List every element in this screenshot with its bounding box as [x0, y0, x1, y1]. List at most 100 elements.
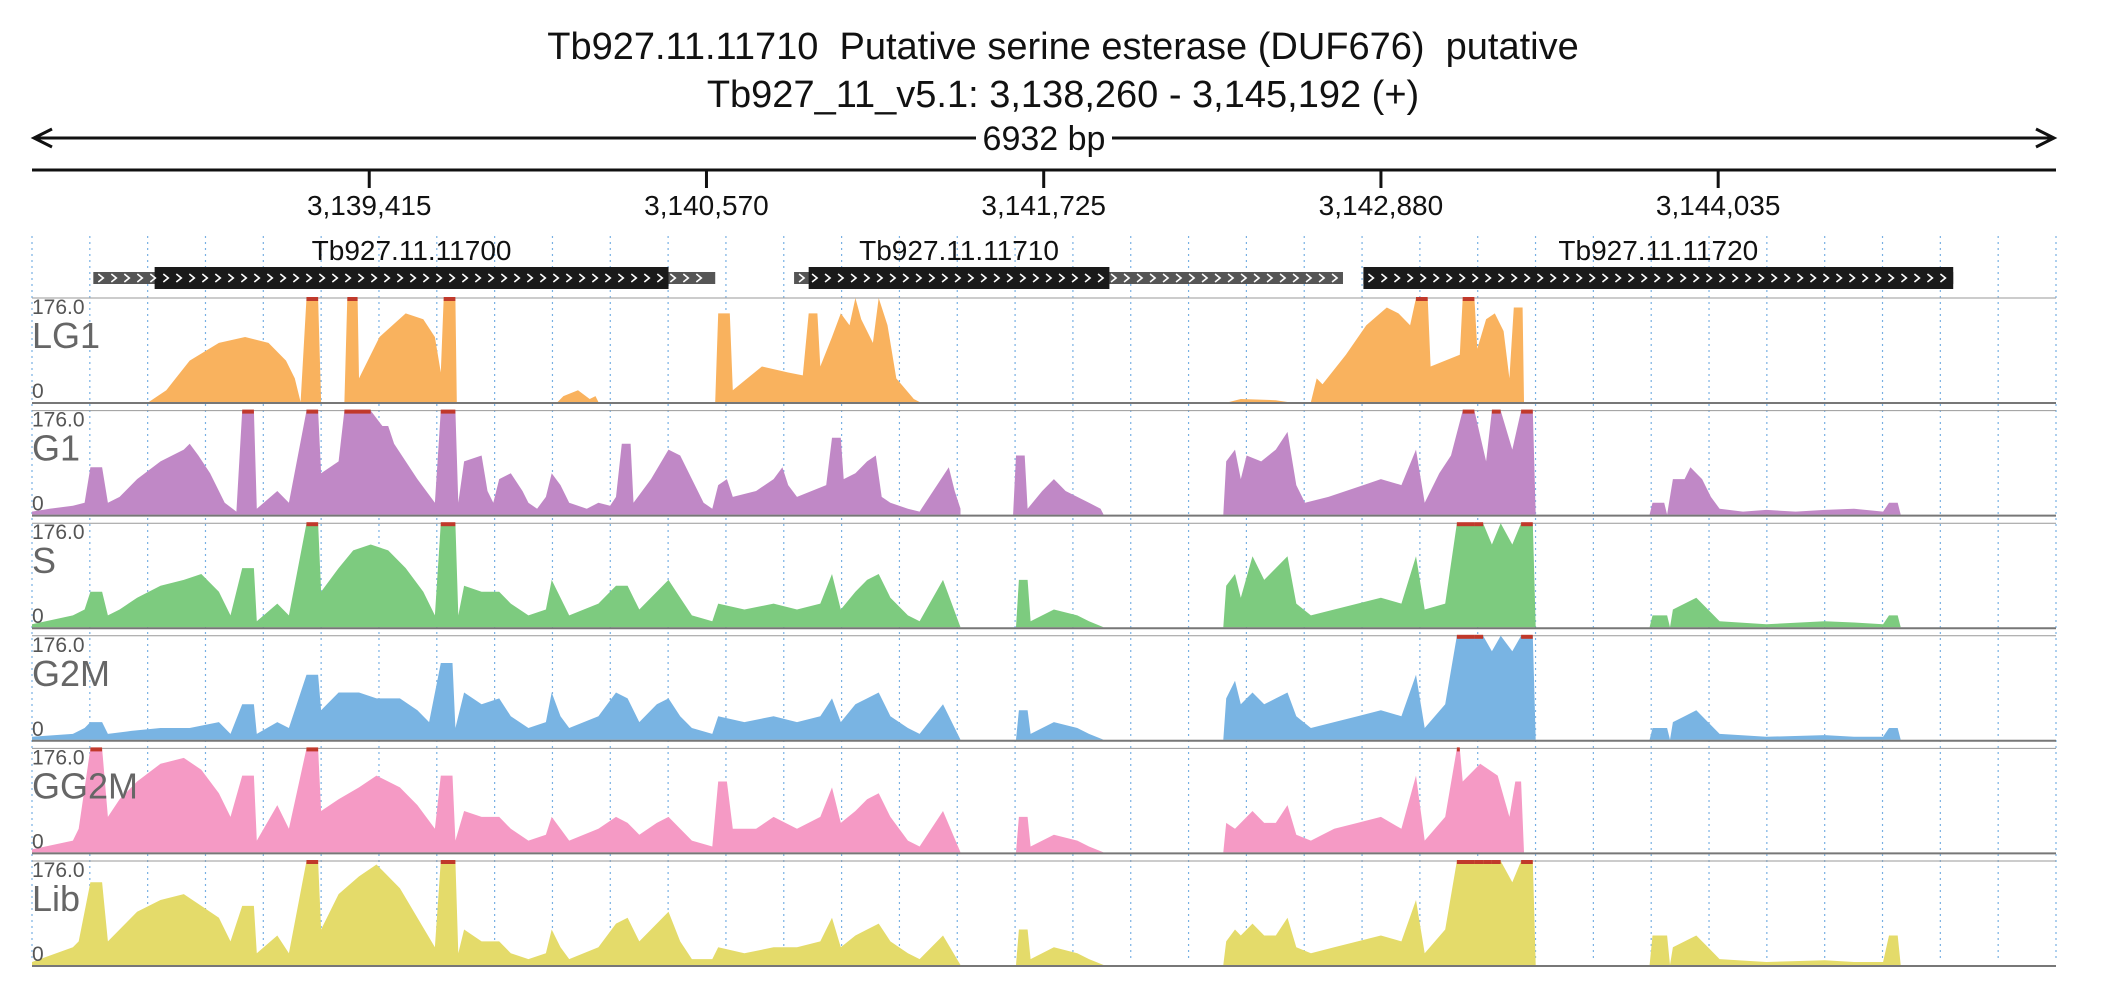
- strand-chevron: [123, 273, 131, 283]
- strand-chevron: [1575, 273, 1583, 283]
- strand-chevron: [1110, 273, 1118, 283]
- strand-chevron: [1279, 273, 1287, 283]
- coverage-area-g1: [32, 410, 2056, 515]
- strand-chevron: [837, 273, 845, 283]
- strand-chevron: [110, 273, 118, 283]
- strand-chevron: [1406, 273, 1414, 283]
- strand-chevron: [1562, 273, 1570, 283]
- track-name-g2m: G2M: [32, 653, 110, 694]
- clip-marker: [1521, 860, 1533, 864]
- strand-chevron: [1900, 273, 1908, 283]
- strand-chevron: [1861, 273, 1869, 283]
- strand-chevron: [214, 273, 222, 283]
- clip-marker: [344, 409, 371, 414]
- clip-marker: [1456, 860, 1475, 864]
- strand-chevron: [422, 273, 430, 283]
- gene-label: Tb927.11.11720: [1558, 235, 1758, 266]
- strand-chevron: [370, 273, 378, 283]
- strand-chevron: [1588, 273, 1596, 283]
- strand-chevron: [344, 273, 352, 283]
- x-tick-label: 3,144,035: [1656, 190, 1781, 221]
- clip-marker: [1415, 297, 1428, 301]
- span-label-bg: [976, 118, 1112, 158]
- strand-chevron: [824, 273, 832, 283]
- strand-chevron: [474, 273, 482, 283]
- strand-chevron: [1227, 273, 1235, 283]
- strand-chevron: [967, 273, 975, 283]
- strand-chevron: [487, 273, 495, 283]
- track-max-label: 176.0: [32, 746, 85, 769]
- strand-chevron: [656, 273, 664, 283]
- clip-marker: [242, 409, 254, 414]
- clip-marker: [1456, 634, 1475, 639]
- chart-subtitle: Tb927_11_v5.1: 3,138,260 - 3,145,192 (+): [706, 74, 1420, 116]
- strand-chevron: [1679, 273, 1687, 283]
- strand-chevron: [1705, 273, 1713, 283]
- strand-chevron: [1266, 273, 1274, 283]
- strand-chevron: [240, 273, 248, 283]
- clip-marker: [1456, 522, 1475, 527]
- track-max-label: 176.0: [32, 634, 85, 657]
- strand-chevron: [1432, 273, 1440, 283]
- strand-chevron: [1149, 273, 1157, 283]
- strand-chevron: [591, 273, 599, 283]
- x-tick-label: 3,139,415: [307, 190, 432, 221]
- clip-marker: [1521, 409, 1533, 414]
- strand-chevron: [1822, 273, 1830, 283]
- coverage-area-s: [32, 523, 2056, 628]
- strand-chevron: [1318, 273, 1326, 283]
- strand-chevron: [889, 273, 897, 283]
- strand-chevron: [357, 273, 365, 283]
- clip-marker: [306, 860, 319, 864]
- clip-marker: [1474, 522, 1484, 527]
- clip-marker: [1491, 860, 1501, 864]
- strand-chevron: [1058, 273, 1066, 283]
- clip-marker: [440, 409, 456, 414]
- strand-chevron: [1848, 273, 1856, 283]
- strand-chevron: [1393, 273, 1401, 283]
- strand-chevron: [1809, 273, 1817, 283]
- strand-chevron: [526, 273, 534, 283]
- strand-chevron: [1006, 273, 1014, 283]
- strand-chevron: [1045, 273, 1053, 283]
- strand-chevron: [1731, 273, 1739, 283]
- clip-marker: [347, 297, 358, 301]
- strand-chevron: [1071, 273, 1079, 283]
- strand-chevron: [1471, 273, 1479, 283]
- strand-chevron: [850, 273, 858, 283]
- clip-marker: [1474, 634, 1484, 639]
- clip-marker: [1491, 409, 1501, 414]
- strand-chevron: [630, 273, 638, 283]
- strand-chevron: [539, 273, 547, 283]
- strand-chevron: [1380, 273, 1388, 283]
- clip-marker: [1483, 860, 1492, 864]
- strand-chevron: [1835, 273, 1843, 283]
- clip-marker: [306, 409, 319, 414]
- track-name-gg2m: GG2M: [32, 765, 138, 806]
- strand-chevron: [915, 273, 923, 283]
- strand-chevron: [1601, 273, 1609, 283]
- strand-chevron: [1744, 273, 1752, 283]
- strand-chevron: [1770, 273, 1778, 283]
- strand-chevron: [227, 273, 235, 283]
- strand-chevron: [1666, 273, 1674, 283]
- span-arrow-right: [2035, 127, 2058, 149]
- strand-chevron: [448, 273, 456, 283]
- clip-marker: [1521, 634, 1533, 639]
- clip-marker: [443, 297, 456, 301]
- clip-marker: [1462, 297, 1475, 301]
- strand-chevron: [1136, 273, 1144, 283]
- strand-chevron: [876, 273, 884, 283]
- track-name-lg1: LG1: [32, 315, 100, 356]
- x-tick-label: 3,142,880: [1319, 190, 1444, 221]
- coverage-area-lg1: [32, 298, 2056, 402]
- strand-chevron: [1201, 273, 1209, 283]
- strand-chevron: [1640, 273, 1648, 283]
- strand-chevron: [552, 273, 560, 283]
- strand-chevron: [1084, 273, 1092, 283]
- strand-chevron: [1718, 273, 1726, 283]
- strand-chevron: [928, 273, 936, 283]
- strand-chevron: [188, 273, 196, 283]
- strand-chevron: [1367, 273, 1375, 283]
- strand-chevron: [253, 273, 261, 283]
